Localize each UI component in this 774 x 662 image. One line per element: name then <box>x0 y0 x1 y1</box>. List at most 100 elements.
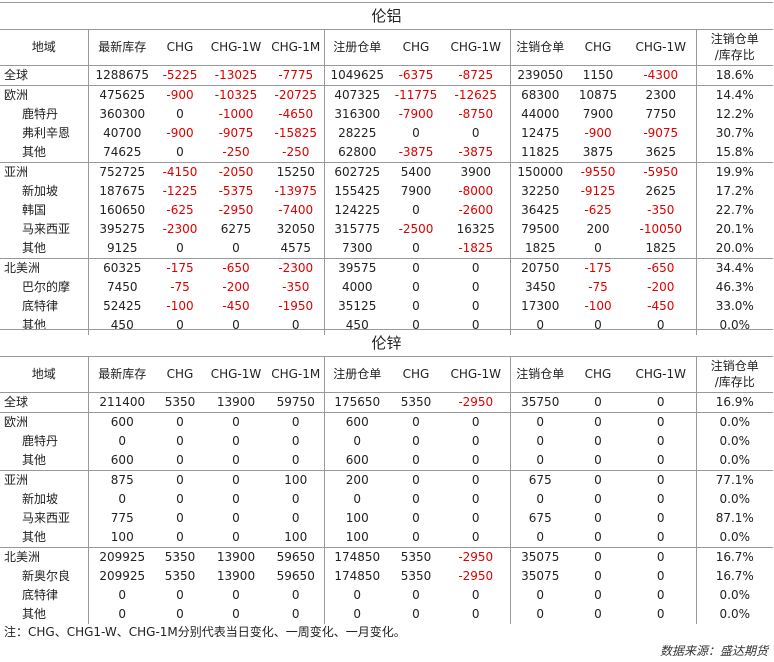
value-cell: 0 <box>291 492 300 506</box>
value-cell: 0 <box>291 588 300 602</box>
value-cell: 0 <box>87 605 156 624</box>
region-cell: 欧洲 <box>0 85 88 105</box>
value-cell: 600 <box>87 412 156 432</box>
value-cell: -9075 <box>643 126 679 140</box>
column-header: CHG <box>402 367 430 381</box>
value-cell: 15.8% <box>695 143 773 163</box>
value-cell: 0 <box>176 492 184 506</box>
value-cell: 0 <box>323 432 390 451</box>
value-cell: 0 <box>268 412 324 432</box>
value-cell: -9550 <box>570 162 626 182</box>
table-row: 其他 100 0 0 100 100 0 0 0 0 0 0.0% <box>0 528 773 548</box>
value-cell: 0 <box>471 299 480 313</box>
value-cell: -10325 <box>204 85 268 105</box>
table-row: 其他 600 0 0 0 600 0 0 0 0 0 0.0% <box>0 451 773 471</box>
value-cell: -10050 <box>639 222 682 236</box>
value-cell: -13975 <box>274 184 317 198</box>
value-cell: 59650 <box>268 547 324 567</box>
value-cell: -900 <box>156 85 204 105</box>
column-header: 地域 <box>31 40 56 54</box>
value-cell: 0 <box>656 318 665 332</box>
footnote: 注：CHG、CHG1-W、CHG-1M分别代表当日变化、一周变化、一月变化。 <box>4 625 406 639</box>
value-cell: 9125 <box>87 239 156 259</box>
value-cell: 0 <box>412 280 420 294</box>
value-cell: 0 <box>594 492 602 506</box>
region-cell: 全球 <box>0 65 88 86</box>
region-cell: 弗利辛恩 <box>22 126 71 140</box>
table-row: 底特律 0 0 0 0 0 0 0 0 0 0 0.0% <box>0 586 773 605</box>
column-header: 最新库存 <box>87 356 156 393</box>
value-cell: 450 <box>87 316 156 335</box>
value-cell: 0 <box>176 145 184 159</box>
value-cell: 2625 <box>645 184 677 198</box>
value-cell: -175 <box>570 258 626 278</box>
value-cell: 211400 <box>87 392 156 413</box>
value-cell: 100 <box>323 528 390 548</box>
value-cell: 12.2% <box>695 105 773 124</box>
region-cell: 巴尔的摩 <box>22 280 71 294</box>
value-cell: 0 <box>176 318 184 332</box>
value-cell: 0 <box>323 586 390 605</box>
value-cell: 602725 <box>323 162 390 182</box>
value-cell: -350 <box>647 203 675 217</box>
value-cell: 0 <box>509 316 570 335</box>
value-cell: 0 <box>471 126 480 140</box>
value-cell: 0 <box>594 607 602 621</box>
zinc-title: 伦锌 <box>0 329 773 357</box>
value-cell: 0.0% <box>695 316 773 335</box>
value-cell: 4575 <box>280 241 312 255</box>
value-cell: 0 <box>323 605 390 624</box>
value-cell: 0 <box>291 318 300 332</box>
value-cell: 752725 <box>87 162 156 182</box>
value-cell: -20725 <box>268 85 324 105</box>
value-cell: -650 <box>626 258 696 278</box>
column-header: CHG-1W <box>450 367 502 381</box>
value-cell: 0 <box>412 318 420 332</box>
value-cell: -625 <box>166 203 194 217</box>
value-cell: 0 <box>626 392 696 413</box>
region-cell: 新奥尔良 <box>22 569 71 583</box>
value-cell: 0 <box>323 490 390 509</box>
value-cell: 10875 <box>570 85 626 105</box>
value-cell: -11775 <box>390 85 442 105</box>
value-cell: -350 <box>282 280 310 294</box>
aluminum-table: 地域 最新库存 CHG CHG-1W CHG-1M 注册仓单 CHG CHG-1W 注销仓单 CH… <box>0 29 773 335</box>
region-cell: 韩国 <box>22 203 47 217</box>
value-cell: 0 <box>471 280 480 294</box>
value-cell: -4150 <box>156 162 204 182</box>
value-cell: 124225 <box>323 201 390 220</box>
table-row: 巴尔的摩 7450 -75 -200 -350 4000 0 0 3450 -75 -200 46.3… <box>0 278 773 297</box>
value-cell: 0 <box>594 453 602 467</box>
value-cell: 1825 <box>509 239 570 259</box>
value-cell: 0 <box>570 412 626 432</box>
value-cell: 100 <box>268 470 324 490</box>
value-cell: 79500 <box>509 220 570 239</box>
value-cell: 0 <box>509 490 570 509</box>
value-cell: 0 <box>291 511 300 525</box>
value-cell: 46.3% <box>695 278 773 297</box>
value-cell: 0 <box>442 412 510 432</box>
value-cell: 0.0% <box>695 586 773 605</box>
column-header: CHG-1W <box>635 367 687 381</box>
value-cell: 0 <box>656 530 665 544</box>
value-cell: -8725 <box>442 65 510 86</box>
value-cell: 0 <box>412 299 420 313</box>
value-cell: 0 <box>232 530 240 544</box>
value-cell: 0 <box>594 241 602 255</box>
value-cell: 0 <box>176 241 184 255</box>
table-row: 全球 1288675 -5225 -13025 -7775 1049625 -6375 -87… <box>0 65 773 86</box>
value-cell: 239050 <box>509 65 570 86</box>
region-cell: 亚洲 <box>0 162 88 182</box>
value-cell: 475625 <box>87 85 156 105</box>
value-cell: 0 <box>291 453 300 467</box>
value-cell: 0 <box>594 511 602 525</box>
value-cell: 12475 <box>509 124 570 143</box>
value-cell: 0 <box>176 588 184 602</box>
value-cell: 360300 <box>87 105 156 124</box>
value-cell: -9075 <box>218 126 254 140</box>
value-cell: 0.0% <box>695 490 773 509</box>
value-cell: -100 <box>584 299 612 313</box>
value-cell: 16.7% <box>695 567 773 586</box>
value-cell: -2950 <box>458 569 494 583</box>
value-cell: -2950 <box>442 392 510 413</box>
